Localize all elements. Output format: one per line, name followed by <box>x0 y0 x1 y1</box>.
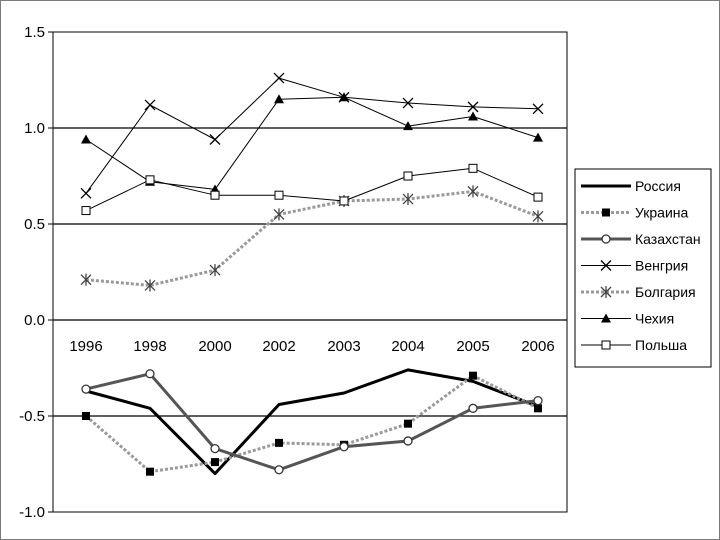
legend-item: Россия <box>581 178 681 194</box>
data-point <box>601 234 611 244</box>
data-point <box>602 208 610 217</box>
data-point <box>533 395 543 406</box>
y-tick-label: -0.5 <box>19 408 45 425</box>
x-tick-label: 2005 <box>456 338 489 355</box>
data-point <box>600 286 612 298</box>
data-point <box>339 92 349 102</box>
legend-label: Болгария <box>635 284 696 300</box>
data-point <box>145 175 155 185</box>
series-line <box>85 189 539 287</box>
x-tick-label: 1996 <box>69 338 102 355</box>
legend-label: Россия <box>635 178 681 194</box>
data-point <box>532 103 544 115</box>
y-tick-label: 1.0 <box>24 120 45 137</box>
y-tick-label: 1.5 <box>24 24 45 41</box>
legend-box <box>574 168 712 368</box>
x-tick-label: 2004 <box>391 338 424 355</box>
plot-area <box>52 31 568 513</box>
data-point <box>532 210 544 223</box>
data-point <box>601 340 611 350</box>
data-point <box>275 438 283 447</box>
legend-label: Венгрия <box>635 258 688 274</box>
y-tick-label: 0.5 <box>24 216 45 233</box>
data-point <box>80 187 92 199</box>
data-point <box>274 190 284 200</box>
y-tick-label: 0.0 <box>24 312 45 329</box>
data-point <box>274 94 284 104</box>
data-point <box>468 163 478 173</box>
data-point <box>144 99 156 111</box>
data-point <box>402 193 414 206</box>
data-point <box>467 185 479 198</box>
x-tick-label: 1998 <box>133 338 166 355</box>
series-line <box>85 96 539 190</box>
data-point <box>403 171 413 181</box>
axes: 1.5 1.0 0.5 0.0 -0.5 -1.0 1996 1998 2000 2002 2003… <box>19 24 568 521</box>
data-point <box>468 403 478 413</box>
series-line <box>85 372 539 472</box>
data-point <box>209 264 221 277</box>
data-point <box>273 72 285 84</box>
data-point <box>81 206 91 216</box>
series-4 <box>80 185 544 292</box>
data-point <box>146 467 154 476</box>
data-point <box>274 465 284 475</box>
legend-item: Польша <box>581 337 687 353</box>
x-tick-label: 2003 <box>327 338 360 355</box>
data-point <box>145 369 155 379</box>
legend-item: Чехия <box>581 311 674 327</box>
data-point <box>81 134 91 144</box>
legend-label: Казахстан <box>635 231 701 247</box>
series-line <box>85 368 539 476</box>
data-point <box>339 442 349 452</box>
data-point <box>533 192 543 202</box>
data-point <box>210 443 220 454</box>
series-line <box>85 167 539 212</box>
data-point <box>469 371 477 380</box>
data-point <box>144 279 156 292</box>
data-point <box>339 196 349 206</box>
x-tick-label: 2006 <box>521 338 554 355</box>
data-point <box>467 101 479 113</box>
legend-label: Чехия <box>635 311 674 327</box>
x-tick-label: 2002 <box>262 338 295 355</box>
legend-label: Украина <box>635 205 689 221</box>
data-point <box>81 384 91 394</box>
series-6 <box>81 163 543 216</box>
gridlines <box>53 127 567 417</box>
data-point <box>80 273 92 286</box>
data-point <box>534 404 542 413</box>
legend: Россия Украина Казахстан Венгрия Болгария Чех… <box>574 168 712 368</box>
series-line <box>85 77 539 194</box>
legend-item: Болгария <box>581 284 696 300</box>
data-point <box>210 190 220 200</box>
data-point <box>403 436 413 446</box>
legend-label: Польша <box>635 337 687 353</box>
legend-item: Украина <box>581 205 689 221</box>
series-0 <box>85 368 539 476</box>
data-point <box>273 208 285 221</box>
data-point <box>82 412 90 420</box>
data-point <box>533 132 543 142</box>
legend-item: Казахстан <box>581 231 701 247</box>
series-line <box>85 374 539 474</box>
series-1 <box>82 371 542 476</box>
legend-item: Венгрия <box>581 258 688 274</box>
data-point <box>601 313 611 323</box>
y-tick-label: -1.0 <box>19 504 45 521</box>
data-point <box>402 97 414 109</box>
data-point <box>600 260 612 271</box>
data-point <box>468 111 478 121</box>
series-lines <box>80 72 544 476</box>
data-point <box>209 134 221 145</box>
data-point <box>403 121 413 131</box>
data-point <box>211 458 219 467</box>
x-tick-label: 2000 <box>198 338 231 355</box>
data-point <box>404 419 412 428</box>
series-2 <box>81 369 543 475</box>
